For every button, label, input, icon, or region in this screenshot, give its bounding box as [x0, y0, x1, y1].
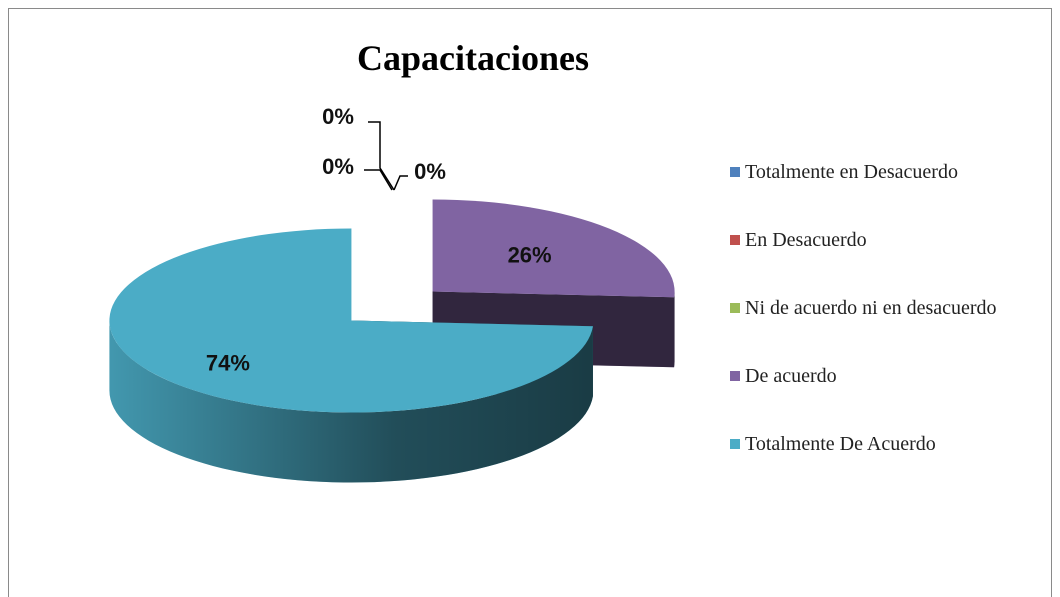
leader-line [393, 175, 408, 191]
leader-line [368, 121, 395, 191]
pie-slice [432, 199, 675, 298]
pie-tops [109, 199, 675, 413]
data-label: 0% [322, 104, 354, 129]
legend-item: En Desacuerdo [726, 226, 1026, 254]
legend-swatch [730, 303, 740, 313]
legend-label: En Desacuerdo [745, 229, 867, 251]
chart-title: Capacitaciones [357, 38, 589, 78]
pie-side-shade [109, 320, 593, 483]
data-label: 0% [414, 159, 446, 184]
legend-label: De acuerdo [745, 365, 837, 387]
legend-label: Ni de acuerdo ni en desacuerdo [745, 297, 997, 319]
legend-swatch [730, 235, 740, 245]
legend-item: Totalmente en Desacuerdo [726, 158, 1026, 186]
legend-item: De acuerdo [726, 362, 1026, 390]
data-label: 0% [322, 154, 354, 179]
pie: 0% 0% 0% 26% 74% [109, 104, 675, 483]
legend-label: Totalmente en Desacuerdo [745, 161, 958, 183]
legend-label: Totalmente De Acuerdo [745, 433, 936, 455]
leader-line [364, 169, 393, 191]
legend-swatch [730, 167, 740, 177]
legend-item: Ni de acuerdo ni en desacuerdo [726, 294, 1026, 322]
legend-item: Totalmente De Acuerdo [726, 430, 1026, 458]
legend-swatch [730, 439, 740, 449]
pie-slice [109, 228, 593, 413]
pie-sides [109, 291, 675, 483]
legend-swatch [730, 371, 740, 381]
legend: Totalmente en Desacuerdo En Desacuerdo Ni … [726, 158, 1026, 498]
data-labels: 0% 0% 0% 26% 74% [206, 104, 552, 376]
data-label: 74% [206, 350, 250, 375]
data-label: 26% [508, 243, 552, 268]
